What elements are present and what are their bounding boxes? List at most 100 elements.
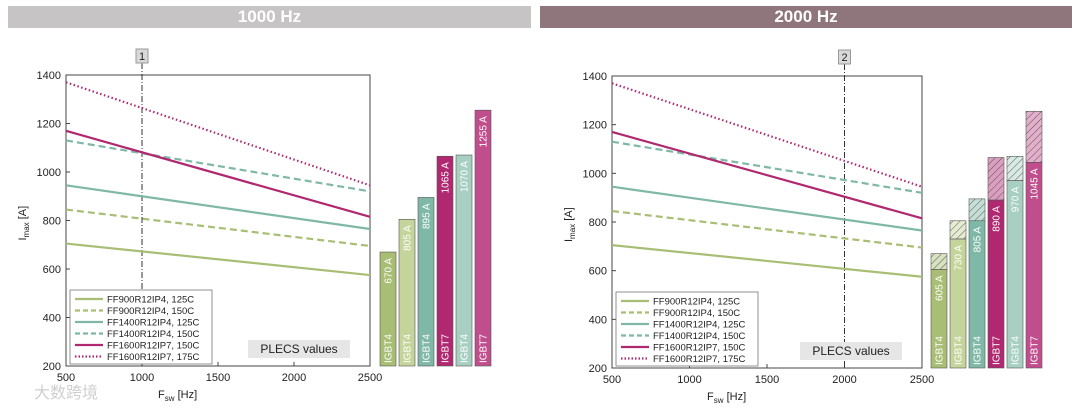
bar-chip-label: IGBT4 [460,334,471,363]
legend-label: FF1400R12IP4, 150C [653,331,746,342]
bar-chip-label: IGBT4 [973,336,984,365]
x-tick-label: 500 [603,374,621,386]
bar [398,218,416,367]
bar-chip-label: IGBT4 [1011,336,1022,365]
legend-label: FF1600R12IP7, 150C [653,343,746,354]
panel-header-1000hz: 1000 Hz [8,6,531,28]
legend-label: FF900R12IP4, 150C [107,306,194,317]
x-tick-label: 500 [57,372,75,384]
bar-hatch [969,198,985,221]
legend-label: FF900R12IP4, 125C [653,297,740,308]
plecs-label: PLECS values [260,342,337,356]
x-axis-label: Fsw [Hz] [707,391,746,405]
bar-value-label: 1045 A [1030,168,1041,199]
marker-box [838,49,851,65]
plecs-label-box [248,340,350,358]
bar-value-label: 1070 A [460,161,471,192]
bar [968,220,986,369]
y-tick-label: 1200 [37,119,61,131]
bar-value-label: 670 A [384,258,395,284]
chart-panel-2: 200 400 600 800 1000 1200 1400 500 1000 1500 2000 2… [563,49,1043,405]
bar-value-label: 805 A [973,226,984,252]
x-tick-label: 2500 [358,372,382,384]
series-line-3 [611,185,923,232]
marker-label: 1 [139,51,145,63]
marker-box [135,48,149,64]
series-line-2 [65,208,371,248]
bar [930,269,948,369]
series-line-5 [65,129,371,218]
panel-header-2000hz: 2000 Hz [540,6,1072,28]
y-tick-label: 600 [43,264,61,276]
series-line-6 [65,81,371,187]
bar-value-label: 890 A [992,206,1003,232]
series-line-5 [611,130,923,220]
y-tick-label: 200 [43,361,61,373]
y-tick-label: 600 [589,266,607,278]
bar-chip-label: IGBT4 [954,336,965,365]
x-tick-label: 1000 [677,374,701,386]
y-tick-label: 200 [589,363,607,375]
bar-chip-label: IGBT4 [403,334,414,363]
x-tick-label: 1500 [755,374,779,386]
legend-box [615,291,759,367]
y-tick-label: 1200 [583,120,607,132]
bar [379,251,397,367]
x-tick-label: 2000 [832,374,856,386]
bar [1025,162,1043,369]
bar-hatch [1026,111,1042,163]
x-tick-label: 1000 [130,372,154,384]
series-line-1 [65,242,371,277]
series-line-4 [65,139,371,193]
x-axis-label: Fsw [Hz] [158,389,197,403]
bar-chip-label: IGBT4 [935,336,946,365]
bar-hatch [1007,156,1023,181]
chart-panel-1: 200 400 600 800 1000 1200 1400 500 1000 1500 2000 2… [17,48,492,403]
bar-value-label: 895 A [422,203,433,229]
bar-value-label: 605 A [935,275,946,301]
bar-value-label: 1065 A [441,162,452,193]
series-line-3 [65,184,371,231]
bar-value-label: 730 A [954,245,965,271]
legend-box [69,289,213,365]
bar-chip-label: IGBT4 [384,334,395,363]
legend-label: FF1400R12IP4, 125C [653,320,746,331]
x-tick-label: 2500 [910,374,934,386]
bar [987,199,1005,369]
bar-chip-label: IGBT7 [992,336,1003,365]
bar-chip-label: IGBT4 [422,334,433,363]
series-line-1 [611,244,923,278]
series-line-4 [611,140,923,194]
legend-label: FF1400R12IP4, 125C [107,318,200,329]
series-line-6 [611,82,923,188]
y-tick-label: 800 [589,217,607,229]
y-tick-label: 1400 [37,70,61,82]
legend-label: FF1600R12IP7, 175C [653,354,746,365]
bar-value-label: 805 A [403,225,414,251]
bar-chip-label: IGBT7 [1030,336,1041,365]
y-tick-label: 1400 [583,71,607,83]
y-tick-label: 400 [43,313,61,325]
bar [436,155,454,367]
bar [474,109,492,367]
y-axis-label: Imax [A] [563,207,577,242]
y-tick-label: 1000 [37,167,61,179]
legend-label: FF900R12IP4, 150C [653,308,740,319]
legend-label: FF1400R12IP4, 150C [107,329,200,340]
legend-label: FF1600R12IP7, 150C [107,341,200,352]
legend-label: FF900R12IP4, 125C [107,295,194,306]
series-line-2 [611,209,923,249]
marker-label: 2 [841,52,847,64]
watermark-text: 大数跨境 [34,383,98,402]
bar-chip-label: IGBT7 [441,334,452,363]
bar-hatch [950,220,966,240]
y-tick-label: 800 [43,216,61,228]
bar-value-label: 1255 A [479,116,490,147]
bar [455,154,473,367]
plecs-label-box [800,342,902,360]
x-tick-label: 1500 [206,372,230,384]
bar [949,238,967,369]
legend-label: FF1600R12IP7, 175C [107,352,200,363]
bar-chip-label: IGBT7 [479,334,490,363]
